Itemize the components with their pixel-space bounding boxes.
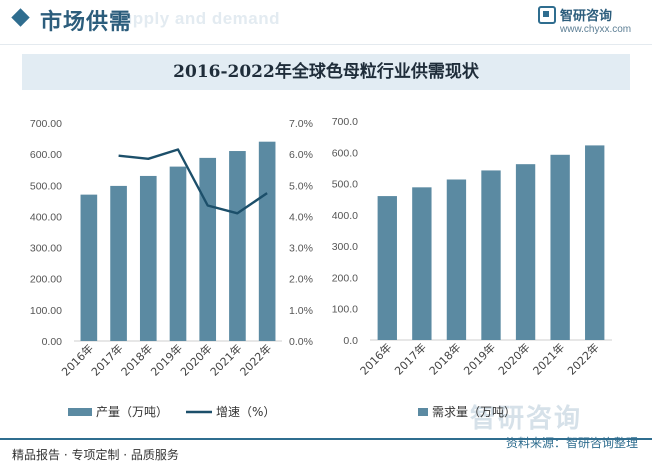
chart2-x-tick-label: 2020年	[495, 340, 532, 377]
chart1-y-tick-label: 200.00	[30, 274, 62, 286]
chart1-legend-bar-label: 产量（万吨）	[96, 405, 168, 419]
chart1-x-tick-label: 2021年	[207, 341, 244, 378]
chart1-x-tick-label: 2016年	[59, 341, 96, 378]
chart2-bar	[446, 179, 467, 340]
chart-title-band: 2016-2022年全球色母粒行业供需现状	[22, 54, 630, 90]
chart1-x-tick-label: 2020年	[177, 341, 214, 378]
chart2-x-tick-label: 2018年	[426, 340, 463, 377]
chart1-y-tick-label: 500.00	[30, 180, 62, 192]
chart2-y-tick-label: 500.0	[332, 179, 358, 191]
chart2-bar	[585, 145, 605, 340]
header-watermark: Supply and demand	[110, 9, 281, 28]
chart1-legend-line-label: 增速（%）	[216, 405, 275, 419]
watermark-brand: 智研咨询	[470, 404, 583, 434]
footer-divider	[0, 438, 652, 440]
chart1-y-tick-label: 100.00	[30, 305, 62, 317]
chart2-y-tick-label: 100.0	[332, 304, 358, 316]
chart1-y-tick-label: 700.00	[30, 118, 62, 130]
chart1-y-tick-label: 300.00	[30, 243, 62, 255]
chart1-bar	[110, 185, 127, 341]
chart1-y2-tick-label: 3.0%	[289, 243, 313, 255]
chart1-bar	[199, 157, 217, 341]
chart1-x-tick-label: 2022年	[237, 341, 274, 378]
chart2-y-tick-label: 0.0	[343, 335, 358, 347]
chart1-y2-tick-label: 5.0%	[289, 180, 313, 192]
header: Supply and demand 市场供需 智研咨询 www.chyxx.co…	[0, 0, 652, 44]
chart2-x-tick-label: 2019年	[461, 340, 498, 377]
chart1-y2-tick-label: 2.0%	[289, 274, 313, 286]
chart2-x-tick-label: 2016年	[357, 340, 394, 377]
chart2-bar	[377, 196, 397, 340]
chart1-bar	[169, 166, 187, 341]
chart1-bar	[139, 175, 157, 341]
chart2-y-tick-label: 400.0	[332, 210, 358, 222]
chart1-bar	[229, 151, 246, 341]
chart1-growth-line	[118, 148, 268, 215]
chart2-bar	[550, 154, 570, 340]
brand-name: 智研咨询	[560, 8, 613, 23]
chart2-y-tick-label: 300.0	[332, 241, 358, 253]
chart1-y2-tick-label: 1.0%	[289, 305, 313, 317]
chart2-bar	[515, 164, 536, 340]
section-title: 市场供需	[40, 10, 133, 35]
chart2-x-tick-label: 2022年	[564, 340, 601, 377]
chart1-x-tick-label: 2018年	[118, 341, 155, 378]
brand-url: www.chyxx.com	[560, 24, 632, 35]
chart1-legend-bar-swatch	[68, 408, 92, 416]
brand-logo: 智研咨询 www.chyxx.com	[538, 4, 638, 40]
chart1-y-tick-label: 600.00	[30, 149, 62, 161]
chart2-bar	[412, 187, 432, 340]
chart1-bar	[80, 194, 98, 341]
chart1-y-tick-label: 0.00	[42, 336, 63, 348]
footer-source: 资料来源：智研咨询整理	[505, 436, 638, 450]
header-divider	[0, 44, 652, 45]
chart2-y-tick-label: 600.0	[332, 147, 358, 159]
brand-logo-icon	[538, 6, 556, 24]
chart1-y2-tick-label: 7.0%	[289, 118, 313, 130]
chart-title: 2016-2022年全球色母粒行业供需现状	[173, 62, 479, 82]
footer-tagline: 精品报告 · 专项定制 · 品质服务	[12, 448, 179, 462]
chart1-y2-tick-label: 6.0%	[289, 149, 313, 161]
chart2-x-tick-label: 2017年	[392, 340, 429, 377]
chart1-x-tick-label: 2017年	[88, 341, 125, 378]
chart1-bar	[258, 141, 276, 341]
chart2-bar	[481, 170, 501, 340]
chart2-x-tick-label: 2021年	[530, 340, 567, 377]
chart2-legend-bar-swatch	[418, 408, 428, 416]
chart2-y-tick-label: 200.0	[332, 272, 358, 284]
chart1-y2-tick-label: 0.0%	[289, 336, 313, 348]
chart1-x-tick-label: 2019年	[148, 341, 185, 378]
chart1-y2-tick-label: 4.0%	[289, 211, 313, 223]
chart2-legend-bar-label: 需求量（万吨）	[432, 405, 516, 419]
chart2-y-tick-label: 700.0	[332, 116, 358, 128]
chart1-y-tick-label: 400.00	[30, 211, 62, 223]
